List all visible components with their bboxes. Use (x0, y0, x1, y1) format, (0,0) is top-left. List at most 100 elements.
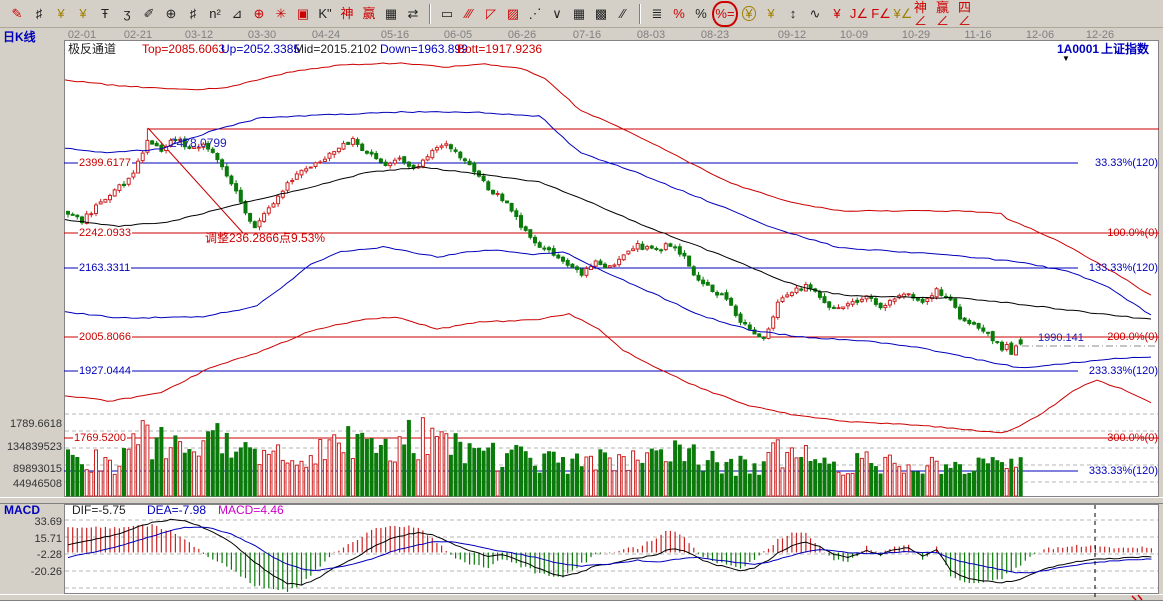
macd-value: MACD=4.46 (218, 503, 284, 517)
price-level-label: 2242.0933 (78, 227, 132, 239)
date-tick-label: 03-30 (247, 29, 277, 41)
pencil-tool-icon[interactable]: ✐ (143, 6, 155, 21)
si-angle-tool-icon[interactable]: 四∠ (958, 0, 972, 28)
macd-pane[interactable] (64, 504, 1159, 594)
date-tick-label: 10-29 (901, 29, 931, 41)
pullback-annotation: 调整236.2866点9.53% (205, 231, 326, 245)
pen-tool-icon[interactable]: ✎ (11, 6, 23, 21)
date-tick-label: 07-16 (572, 29, 602, 41)
toolbar-separator (639, 3, 641, 24)
macd-dif-value: DIF=-5.75 (72, 503, 126, 517)
scale-tick-label: 89893015 (13, 463, 62, 475)
gann-box-tool-icon[interactable]: ◸ (486, 6, 496, 21)
date-tick-label: 06-05 (443, 29, 473, 41)
percent-level-tool-icon[interactable]: %= (712, 0, 738, 27)
date-tick-label: 08-03 (636, 29, 666, 41)
gold-underline-tool-icon[interactable]: ¥ (767, 6, 775, 21)
date-tick-label: 10-09 (839, 29, 869, 41)
symbol-name: 上证指数 (1101, 42, 1150, 56)
gold-circle-tool-icon[interactable]: ¥ (738, 3, 760, 25)
dense-grid-tool-icon[interactable]: ▦ (384, 6, 398, 21)
percent-level-label: 233.33%(120) (1088, 365, 1158, 377)
symbol-dropdown-icon[interactable]: ▼ (1062, 54, 1070, 63)
kline-period-label: 日K线 (3, 30, 36, 44)
rect-tool-icon[interactable]: ▭ (440, 6, 454, 21)
macd-pane-title[interactable]: MACD (4, 503, 40, 517)
date-tick-label: 05-16 (380, 29, 410, 41)
grid-arrow-tool-icon[interactable]: ▩ (594, 6, 608, 21)
target-tool-icon[interactable]: ⊕ (253, 6, 265, 21)
date-tick-label: 08-23 (700, 29, 730, 41)
peak-price-annotation: 2478.0799 (170, 136, 227, 150)
angle-tool-icon[interactable]: ⊿ (231, 6, 243, 21)
percent-level-label: 200.0%(0) (1107, 331, 1158, 343)
percent-level-label: 333.33%(120) (1088, 465, 1158, 477)
price-level-label: 1927.0444 (78, 365, 132, 377)
fan-lines-tool-icon[interactable]: ∕∕∕ (465, 6, 473, 21)
shen-angle-tool-icon[interactable]: 神∠ (914, 0, 928, 28)
ying-tool-icon[interactable]: 赢 (362, 6, 376, 21)
macd-dea-value: DEA=-7.98 (147, 503, 207, 517)
percent-level-label: 100.0%(0) (1107, 227, 1158, 239)
scale-tool-icon[interactable]: ≣ (651, 6, 663, 21)
grid-tool-icon[interactable]: ♯ (35, 6, 43, 21)
date-tick-label: 06-26 (507, 29, 537, 41)
price-level-label: 2163.3311 (78, 262, 132, 274)
date-tick-label: 02-21 (123, 29, 153, 41)
date-tick-label: 03-12 (184, 29, 214, 41)
toolbar-separator (429, 3, 431, 24)
ruler-grid-tool-icon[interactable]: ♯ (189, 6, 197, 21)
last-price-label: 1990.141 (1038, 332, 1084, 344)
flag-tool-icon[interactable]: Ŧ (101, 6, 109, 21)
channel-value-0: Top=2085.6063 (142, 42, 226, 56)
curve-tool-icon[interactable]: ʒ (123, 6, 131, 21)
gold-angle-tool-icon[interactable]: ¥∠ (893, 6, 913, 21)
bottom-bar (0, 594, 1163, 601)
cycle-tool-icon[interactable]: ⊕ (165, 6, 177, 21)
gold-line-tool-icon[interactable]: ¥ (57, 6, 65, 21)
channel-value-4: Bott=1917.9236 (457, 42, 543, 56)
shaded-box-tool-icon[interactable]: ▨ (506, 6, 520, 21)
date-tick-label: 09-12 (777, 29, 807, 41)
power-tool-icon[interactable]: n² (209, 6, 221, 21)
scale-tick-label: 1789.6618 (10, 418, 62, 430)
updown-tool-icon[interactable]: ↕ (789, 6, 797, 21)
gold-channel-tool-icon[interactable]: ¥ (79, 6, 87, 21)
parallel-lines-tool-icon[interactable]: ∕∕ (620, 6, 626, 21)
percent-level-label: 133.33%(120) (1088, 262, 1158, 274)
star-tool-icon[interactable]: ✳ (275, 6, 287, 21)
scale-tick-label: 44946508 (13, 478, 62, 490)
main-chart-pane[interactable] (64, 40, 1159, 497)
grid-box-tool-icon[interactable]: ▦ (572, 6, 586, 21)
width-tool-icon[interactable]: ⇄ (407, 6, 419, 21)
date-tick-label: 02-01 (67, 29, 97, 41)
j-angle-tool-icon[interactable]: J∠ (849, 6, 869, 21)
scale-tick-label: 134839523 (6, 441, 62, 453)
percent-strike-tool-icon[interactable]: % (673, 6, 685, 21)
ying-angle-tool-icon[interactable]: 赢∠ (936, 0, 950, 28)
price-level-label: 2399.6177 (78, 157, 132, 169)
scale-tick-label: 33.69 (34, 516, 62, 528)
gold-red-tool-icon[interactable]: ¥ (833, 6, 841, 21)
indicator-name: 极反通道 (68, 42, 117, 56)
date-axis: 日K线 02-01 02-21 03-12 03-30 04-24 05-16 06-05 0… (0, 28, 1163, 44)
shen-tool-icon[interactable]: 神 (340, 6, 354, 21)
box-grid-tool-icon[interactable]: ▣ (296, 6, 310, 21)
kline-tool-icon[interactable]: K" (318, 6, 332, 21)
zigzag-tool-icon[interactable]: ∨ (552, 6, 562, 21)
percent-tool-icon[interactable]: % (695, 6, 707, 21)
level-label-1769: 1769.5200 (73, 432, 127, 444)
channel-value-1: Up=2052.3385 (221, 42, 301, 56)
scale-tick-label: -20.26 (30, 566, 62, 578)
date-tick-label: 12-06 (1025, 29, 1055, 41)
date-tick-label: 11-16 (964, 29, 992, 41)
dots-line-tool-icon[interactable]: ⋰ (528, 6, 542, 21)
symbol-code[interactable]: 1A0001 (1057, 42, 1100, 56)
wave-tool-icon[interactable]: ∿ (809, 6, 821, 21)
pane-splitter[interactable] (0, 497, 1163, 504)
f-angle-tool-icon[interactable]: F∠ (871, 6, 891, 21)
channel-value-3: Down=1963.899 (380, 42, 468, 56)
scale-tick-label: 15.71 (34, 533, 62, 545)
date-tick-label: 12-26 (1085, 29, 1115, 41)
